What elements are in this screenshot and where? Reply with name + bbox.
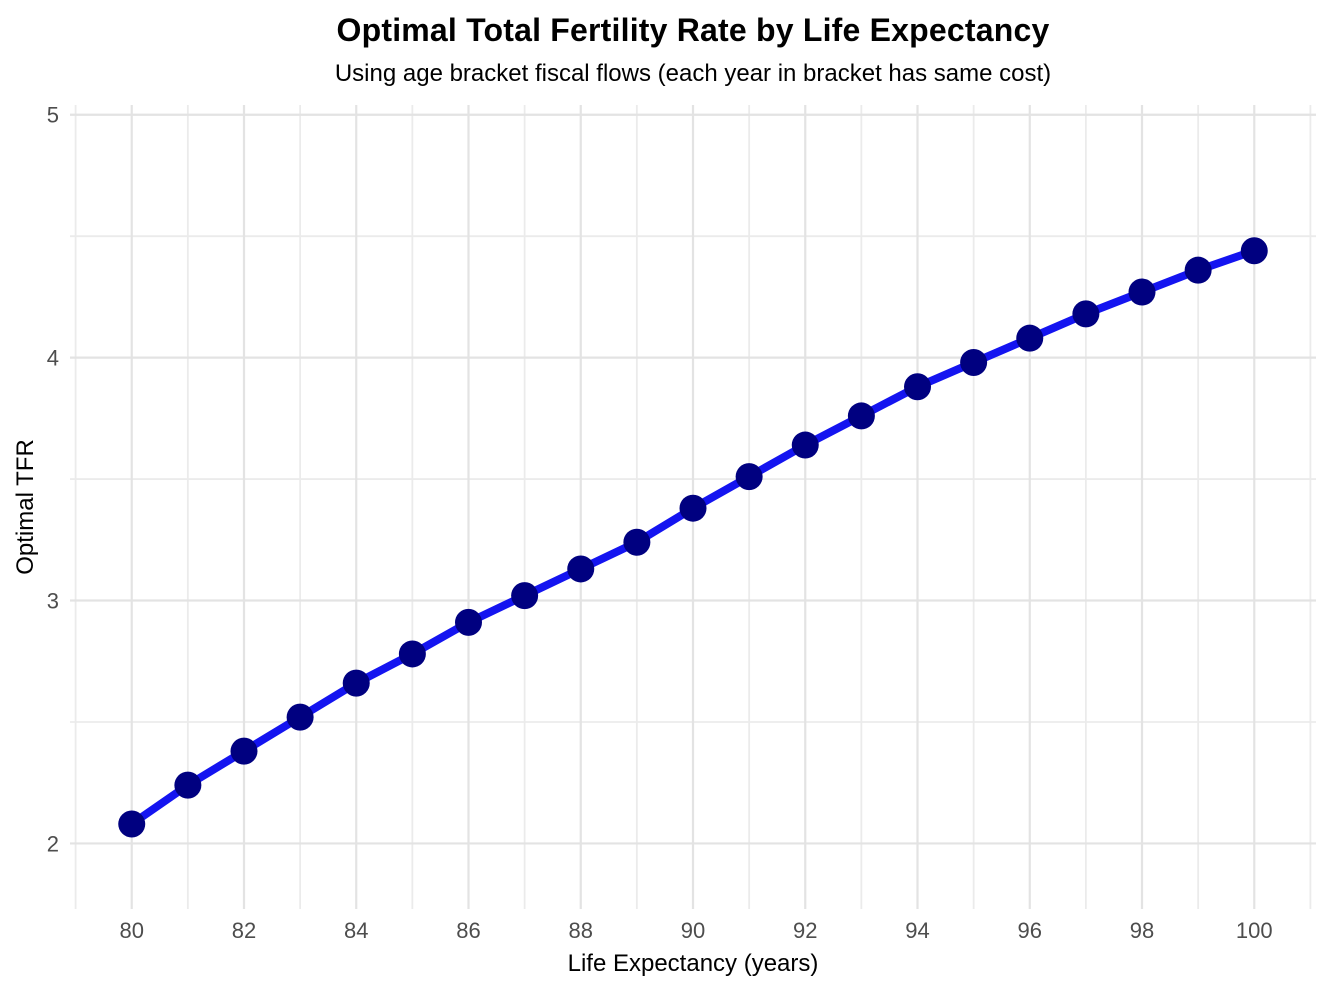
x-tick-label: 90	[681, 918, 705, 943]
y-tick-label: 3	[47, 589, 59, 614]
chart-title: Optimal Total Fertility Rate by Life Exp…	[336, 12, 1050, 48]
data-point	[1184, 256, 1212, 284]
x-tick-label: 88	[569, 918, 593, 943]
data-point	[230, 737, 258, 765]
x-tick-label: 94	[905, 918, 929, 943]
y-tick-labels: 2 3 4 5	[47, 103, 59, 857]
x-tick-label: 86	[456, 918, 480, 943]
y-tick-label: 2	[47, 831, 59, 856]
x-tick-label: 82	[232, 918, 256, 943]
data-point	[1240, 237, 1268, 265]
data-point	[791, 431, 819, 459]
y-tick-label: 5	[47, 103, 59, 128]
x-tick-label: 98	[1130, 918, 1154, 943]
data-points	[118, 237, 1268, 838]
major-gridlines	[70, 105, 1316, 909]
data-point	[735, 463, 763, 491]
data-point	[1072, 300, 1100, 328]
y-axis-label: Optimal TFR	[12, 439, 39, 575]
chart-subtitle: Using age bracket fiscal flows (each yea…	[334, 60, 1052, 87]
data-point	[567, 555, 595, 583]
x-tick-label: 80	[119, 918, 143, 943]
data-point	[342, 669, 370, 697]
data-point	[1128, 278, 1156, 306]
x-tick-label: 100	[1236, 918, 1273, 943]
data-point	[286, 703, 314, 731]
data-point	[511, 582, 539, 610]
data-point	[454, 608, 482, 636]
data-point	[623, 528, 651, 556]
data-point	[847, 402, 875, 430]
data-point	[118, 810, 146, 838]
x-tick-label: 96	[1018, 918, 1042, 943]
y-tick-label: 4	[47, 346, 59, 371]
x-axis-label: Life Expectancy (years)	[567, 950, 819, 977]
data-point	[174, 771, 202, 799]
data-point	[1016, 324, 1044, 352]
x-tick-label: 84	[344, 918, 368, 943]
data-point	[679, 494, 707, 522]
data-point	[904, 373, 932, 401]
x-tick-label: 92	[793, 918, 817, 943]
x-tick-labels: 80 82 84 86 88 90 92 94 96 98 100	[119, 918, 1272, 943]
data-point	[398, 640, 426, 668]
data-point	[960, 348, 988, 376]
